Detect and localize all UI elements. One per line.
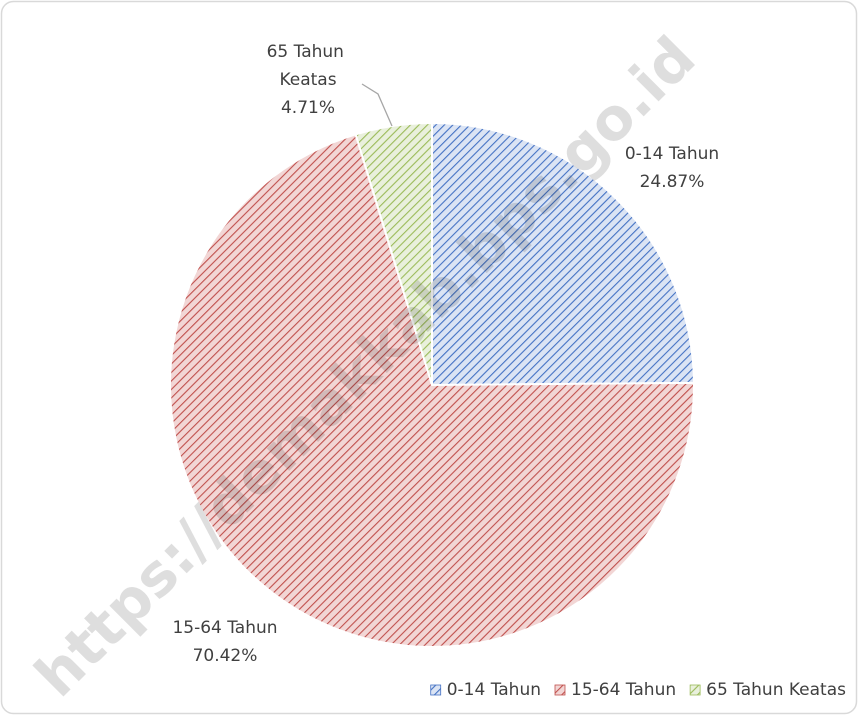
pie-slice [431, 121, 695, 387]
legend-swatch [689, 684, 701, 696]
data-label-value: 24.87% [640, 172, 705, 192]
legend-label: 65 Tahun Keatas [706, 680, 846, 700]
pie-slice [169, 133, 695, 648]
leader-line [361, 83, 393, 127]
data-label-category: 0-14 Tahun [625, 144, 719, 164]
legend-label: 15-64 Tahun [571, 680, 676, 700]
legend-label: 0-14 Tahun [447, 680, 541, 700]
data-label-value: 70.42% [193, 646, 258, 666]
data-label-category: 65 Tahun Keatas [267, 42, 350, 90]
pie-slice [354, 121, 433, 386]
pie [169, 121, 695, 648]
legend-swatch [430, 684, 442, 696]
legend-swatch [554, 684, 566, 696]
data-label-category: 15-64 Tahun [172, 618, 277, 638]
data-label-value: 4.71% [281, 98, 335, 118]
